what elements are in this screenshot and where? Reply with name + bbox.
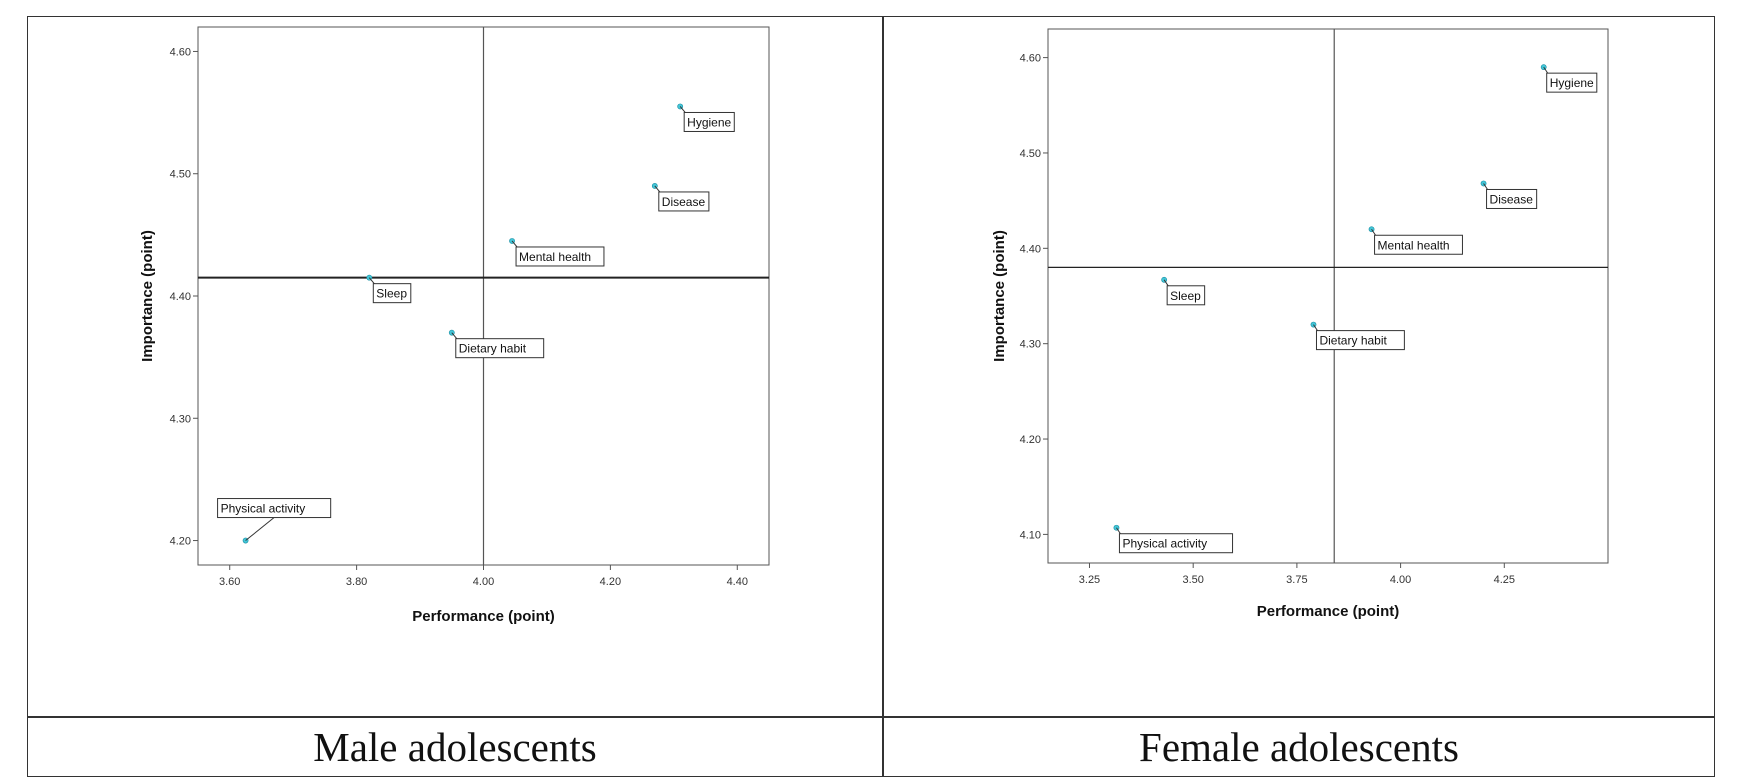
point-label: Disease (662, 195, 706, 209)
y-tick-label: 4.60 (170, 46, 191, 58)
point-label-box (1315, 330, 1405, 351)
point-label: Mental health (519, 250, 591, 264)
point-label-box (658, 191, 710, 212)
point-label: Hygiene (687, 115, 731, 129)
caption-male: Male adolescents (313, 724, 597, 770)
y-axis-title: Importance (point) (991, 230, 1008, 362)
point-label-box (515, 246, 605, 267)
label-leader-line (245, 517, 275, 541)
caption-female: Female adolescents (1139, 724, 1459, 770)
label-leader-line (1313, 324, 1318, 331)
female-chart: 3.25 3.50 3.75 4.00 4.25 4.10 4.20 4.30 4.40 4.50… (991, 28, 1609, 620)
point-label: Dietary habit (1319, 334, 1387, 348)
point-label-box (1546, 72, 1598, 93)
y-tick-label: 4.20 (170, 536, 191, 548)
x-tick-label: 4.25 (1494, 574, 1515, 586)
data-point-hygiene: Hygiene (677, 103, 735, 132)
label-leader-line (1163, 279, 1169, 287)
point-label: Physical activity (221, 502, 306, 516)
x-tick-label: 4.00 (473, 576, 494, 588)
point-label: Hygiene (1550, 76, 1594, 90)
label-leader-line (1543, 66, 1549, 74)
point-label: Disease (1490, 192, 1534, 206)
x-axis-title: Performance (point) (1257, 603, 1400, 620)
point-label-box (683, 111, 735, 132)
male-chart: 3.60 3.80 4.00 4.20 4.40 4.20 4.30 4.40 4.50 4.60… (139, 26, 770, 625)
label-leader-line (451, 332, 458, 340)
figure-table: 3.60 3.80 4.00 4.20 4.40 4.20 4.30 4.40 4.50 4.60… (27, 16, 1715, 777)
label-leader-line (679, 106, 686, 113)
label-leader-line (1371, 228, 1376, 236)
table-divider-vertical (882, 17, 884, 776)
x-tick-label: 3.25 (1079, 574, 1100, 586)
table-divider-horizontal (28, 716, 1714, 718)
x-tick-label: 3.50 (1182, 574, 1203, 586)
point-label-box (1486, 188, 1538, 209)
label-leader-line (368, 277, 375, 284)
data-point-physical-activity: Physical activity (1113, 524, 1234, 554)
data-point-sleep: Sleep (366, 274, 412, 304)
data-point-hygiene: Hygiene (1540, 64, 1598, 93)
point-label: Physical activity (1122, 537, 1207, 551)
data-point-sleep: Sleep (1161, 276, 1206, 306)
data-point-dietary-habit: Dietary habit (1310, 321, 1405, 351)
y-tick-label: 4.60 (1020, 53, 1041, 65)
scatter-point (1310, 321, 1317, 328)
plot-area (1047, 28, 1609, 564)
y-tick-label: 4.30 (170, 413, 191, 425)
x-tick-label: 4.20 (600, 576, 621, 588)
y-axis-title: Importance (point) (139, 230, 156, 362)
y-tick-label: 4.10 (1020, 529, 1041, 541)
x-tick-label: 4.40 (727, 576, 748, 588)
y-tick-label: 4.40 (170, 291, 191, 303)
y-tick-label: 4.50 (1020, 148, 1041, 160)
point-label-box (217, 498, 332, 519)
data-point-disease: Disease (651, 183, 710, 212)
x-axis-title: Performance (point) (412, 608, 555, 625)
label-leader-line (511, 240, 518, 248)
y-tick-label: 4.40 (1020, 243, 1041, 255)
label-leader-line (1116, 527, 1121, 534)
x-tick-label: 3.80 (346, 576, 367, 588)
y-tick-label: 4.20 (1020, 434, 1041, 446)
data-point-mental-health: Mental health (509, 238, 605, 267)
x-tick-label: 3.60 (219, 576, 240, 588)
y-tick-label: 4.50 (170, 169, 191, 181)
data-point-disease: Disease (1480, 180, 1538, 209)
point-label-box (1166, 285, 1206, 306)
point-label: Dietary habit (459, 342, 527, 356)
label-leader-line (1483, 183, 1488, 190)
x-tick-label: 3.75 (1286, 574, 1307, 586)
data-point-physical-activity: Physical activity (217, 498, 332, 544)
label-leader-line (654, 185, 661, 193)
data-point-dietary-habit: Dietary habit (448, 329, 545, 359)
y-tick-label: 4.30 (1020, 339, 1041, 351)
point-label-box (372, 283, 412, 304)
point-label: Mental health (1378, 238, 1450, 252)
point-label-box (455, 338, 545, 359)
data-point-mental-health: Mental health (1368, 226, 1463, 255)
point-label-box (1118, 533, 1234, 554)
point-label: Sleep (1170, 289, 1201, 303)
x-tick-label: 4.00 (1390, 574, 1411, 586)
point-label-box (1374, 234, 1463, 255)
point-label: Sleep (376, 287, 407, 301)
